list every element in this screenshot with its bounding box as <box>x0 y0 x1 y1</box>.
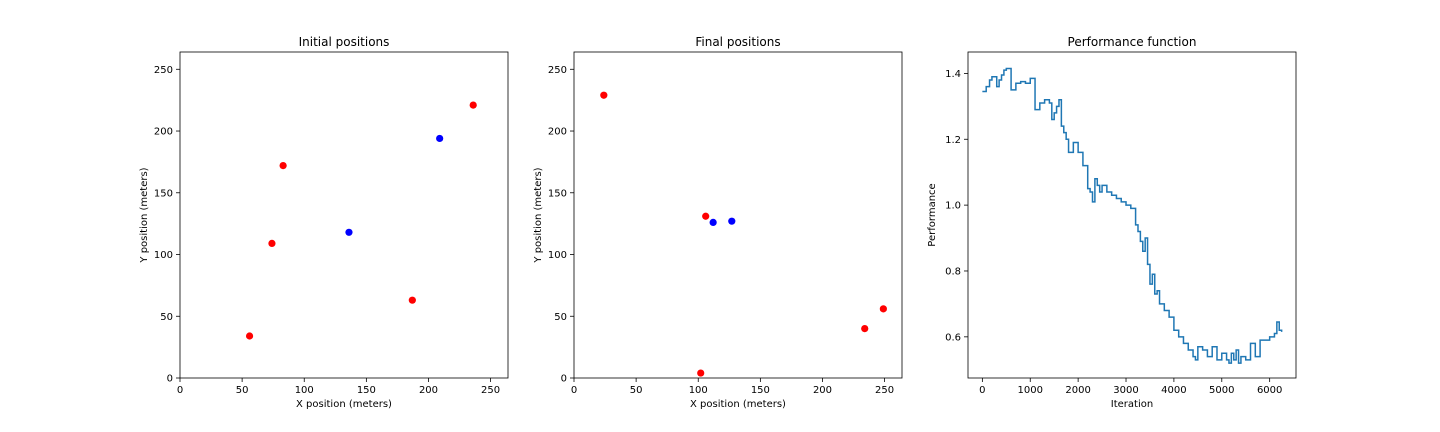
plot-frame <box>967 51 1297 379</box>
x-axis-label: Iteration <box>1111 399 1153 410</box>
x-tick-label: 100 <box>295 385 314 396</box>
scatter-point-red <box>279 162 287 170</box>
y-axis-label: Y position (meters) <box>533 167 544 263</box>
y-tick-label: 1.4 <box>945 69 961 80</box>
plot-frame <box>573 51 903 379</box>
y-tick-label: 200 <box>154 127 173 138</box>
x-tick-label: 200 <box>419 385 438 396</box>
y-tick-label: 0.6 <box>945 332 961 343</box>
chart-panel-3: Performance function 0 1000 2000 3000 4000 500… <box>927 35 1297 410</box>
scatter-point-red <box>469 101 477 109</box>
chart-title: Initial positions <box>299 35 390 49</box>
scatter-point-blue <box>345 228 353 236</box>
x-tick-label: 0 <box>177 385 183 396</box>
plot-frame <box>179 51 509 379</box>
y-tick-label: 50 <box>554 312 567 323</box>
y-tick-label: 200 <box>548 127 567 138</box>
chart-panel-1: Initial positions 0 50 100 150 200 250 0 50 100 15… <box>139 35 509 410</box>
scatter-point-red <box>268 239 276 248</box>
scatter-point-red <box>861 325 869 333</box>
x-tick-label: 4000 <box>1161 385 1186 396</box>
y-tick-label: 1.2 <box>945 135 961 146</box>
chart-title: Final positions <box>695 35 780 49</box>
x-axis-label: X position (meters) <box>296 399 392 410</box>
y-tick-label: 250 <box>154 65 173 76</box>
scatter-point-blue <box>728 217 736 225</box>
scatter-point-red <box>600 91 608 99</box>
x-axis-label: X position (meters) <box>690 399 786 410</box>
scatter-point-red <box>702 212 710 220</box>
y-tick-label: 1.0 <box>945 201 961 212</box>
scatter-point-red <box>245 332 254 340</box>
x-tick-label: 200 <box>813 385 832 396</box>
x-tick-label: 3000 <box>1113 385 1138 396</box>
x-tick-label: 2000 <box>1065 385 1090 396</box>
x-tick-label: 1000 <box>1018 385 1043 396</box>
x-tick-label: 50 <box>236 385 249 396</box>
y-tick-label: 50 <box>160 312 173 323</box>
scatter-point-blue <box>436 134 444 143</box>
x-tick-label: 250 <box>481 385 500 396</box>
y-tick-label: 150 <box>154 188 173 199</box>
y-tick-label: 0.8 <box>945 266 961 277</box>
x-tick-label: 100 <box>689 385 708 396</box>
scatter-point-red <box>697 369 705 377</box>
x-tick-label: 0 <box>979 385 985 396</box>
chart-panel-2: Final positions 0 50 100 150 200 250 0 50 100 150 2… <box>533 35 903 410</box>
y-axis-label: Y position (meters) <box>139 167 150 263</box>
chart-title: Performance function <box>1068 35 1197 49</box>
y-tick-label: 0 <box>167 374 173 385</box>
x-tick-label: 5000 <box>1209 385 1234 396</box>
x-tick-label: 150 <box>357 385 376 396</box>
scatter-point-red <box>408 296 416 304</box>
x-tick-label: 50 <box>630 385 643 396</box>
scatter-point-red <box>879 305 887 313</box>
y-tick-label: 150 <box>548 188 567 199</box>
y-tick-label: 100 <box>548 250 567 261</box>
y-tick-label: 100 <box>154 250 173 261</box>
x-tick-label: 6000 <box>1257 385 1282 396</box>
x-tick-label: 150 <box>751 385 770 396</box>
x-tick-label: 250 <box>875 385 894 396</box>
scatter-point-blue <box>709 218 717 227</box>
y-tick-label: 250 <box>548 65 567 76</box>
performance-line <box>982 67 1283 364</box>
y-tick-label: 0 <box>561 374 567 385</box>
y-axis-label: Performance <box>927 183 938 246</box>
x-tick-label: 0 <box>571 385 577 396</box>
